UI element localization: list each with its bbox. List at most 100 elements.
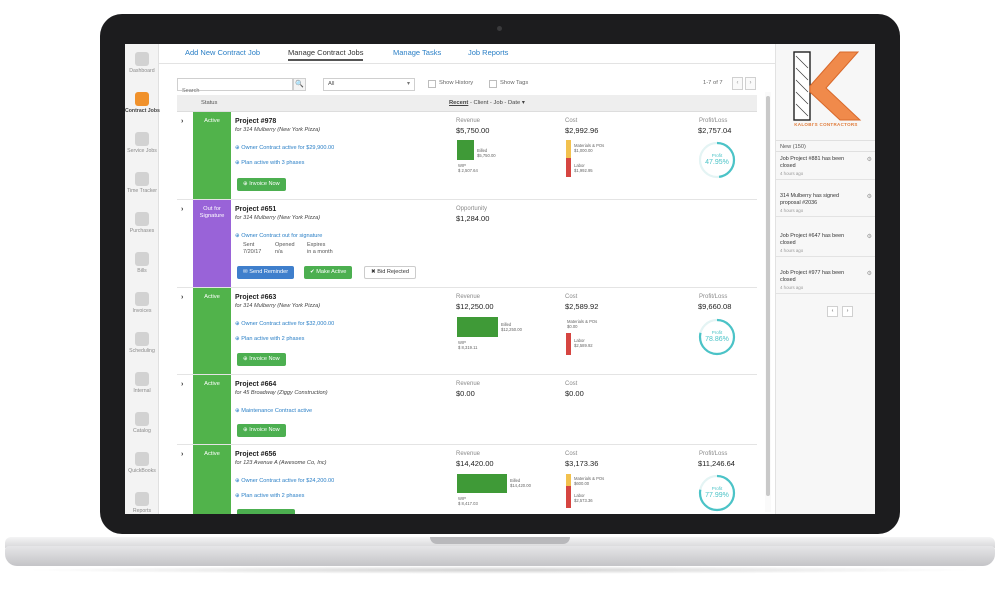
nav-time-tracker[interactable]: Time Tracker (125, 168, 159, 208)
show-history-label: Show History (439, 80, 474, 86)
nav-service-jobs[interactable]: Service Jobs (125, 128, 159, 168)
expand-chevron-icon[interactable]: › (181, 118, 184, 125)
search-input[interactable] (178, 85, 278, 97)
nav-reports[interactable]: Reports (125, 488, 159, 514)
wip-value: $ 8,319.11 (458, 345, 478, 350)
invoice-now-button[interactable]: ⊕ Invoice Now (237, 178, 286, 191)
project-title[interactable]: Project #663 (235, 294, 277, 301)
top-tab-bar: Add New Contract Job Manage Contract Job… (159, 44, 775, 64)
status-badge: Active (193, 288, 231, 374)
job-row[interactable]: › Active Project #663 for 314 Mulberry (… (177, 288, 757, 375)
plan-link[interactable]: ⊕ Plan active with 2 phases (235, 336, 305, 342)
tab-manage-contract-jobs[interactable]: Manage Contract Jobs (288, 48, 364, 61)
cost-value: $0.00 (565, 389, 584, 398)
feed-time: 4 hours ago (780, 285, 804, 290)
billed-mini: Billed $12,250.00 (501, 322, 522, 332)
nav-contract-jobs[interactable]: Contract Jobs (125, 88, 160, 128)
profit-loss-value: $2,757.04 (698, 126, 732, 135)
project-title[interactable]: Project #664 (235, 381, 277, 388)
labor-label: Labor (574, 493, 585, 498)
job-row[interactable]: › Active Project #664 for 45 Broadway (Z… (177, 375, 757, 445)
owner-contract-link[interactable]: ⊕ Owner Contract active for $32,000.00 (235, 321, 335, 327)
labor-bar (566, 333, 571, 355)
wip-label: WIP (458, 163, 466, 168)
status-badge: Active (193, 112, 231, 199)
feed-item[interactable]: 314 Mulberry has signed proposal #2036 4… (776, 190, 875, 217)
feed-next-button[interactable]: › (842, 306, 853, 317)
show-history-checkbox[interactable] (428, 80, 436, 88)
pager-next-button[interactable]: › (745, 77, 756, 90)
tab-job-reports[interactable]: Job Reports (468, 48, 509, 57)
nav-quickbooks[interactable]: QuickBooks (125, 448, 159, 488)
feed-item[interactable]: Job Project #881 has been closed 4 hours… (776, 153, 875, 180)
owner-contract-link[interactable]: ⊕ Owner Contract out for signature (235, 233, 323, 239)
project-title[interactable]: Project #656 (235, 451, 277, 458)
job-row[interactable]: › Active Project #978 for 314 Mulberry (… (177, 112, 757, 200)
make-active-button[interactable]: ✔ Make Active (304, 266, 353, 279)
nav-purchases[interactable]: Purchases (125, 208, 159, 248)
project-title[interactable]: Project #978 (235, 118, 277, 125)
nav-internal[interactable]: Internal (125, 368, 159, 408)
nav-catalog[interactable]: Catalog (125, 408, 159, 448)
gear-icon[interactable]: ⚙ (866, 234, 872, 240)
expand-chevron-icon[interactable]: › (181, 206, 184, 213)
project-title[interactable]: Project #651 (235, 206, 277, 213)
job-row[interactable]: › Active Project #656 for 123 Avenue A (… (177, 445, 757, 514)
invoice-now-button[interactable] (237, 509, 295, 514)
calendar-icon (135, 332, 149, 346)
owner-contract-link[interactable]: ⊕ Owner Contract active for $24,200.00 (235, 478, 335, 484)
sort-recent[interactable]: Recent (449, 100, 469, 106)
maintenance-contract-link[interactable]: ⊕ Maintenance Contract active (235, 408, 313, 414)
tab-add-new-contract-job[interactable]: Add New Contract Job (185, 48, 261, 57)
tab-manage-tasks[interactable]: Manage Tasks (393, 48, 442, 57)
feed-prev-button[interactable]: ‹ (827, 306, 838, 317)
plan-link[interactable]: ⊕ Plan active with 3 phases (235, 160, 305, 166)
cost-label: Cost (565, 451, 578, 457)
revenue-value: $12,250.00 (456, 302, 494, 311)
gear-icon[interactable]: ⚙ (866, 194, 872, 200)
expand-chevron-icon[interactable]: › (181, 294, 184, 301)
feed-item[interactable]: Job Project #977 has been closed 4 hours… (776, 267, 875, 294)
nav-invoices[interactable]: Invoices (125, 288, 159, 328)
feed-item[interactable]: Job Project #647 has been closed 4 hours… (776, 230, 875, 257)
left-nav: Dashboard Contract Jobs Service Jobs Tim… (125, 44, 160, 514)
bid-rejected-button[interactable]: ✖ Bid Rejected (364, 266, 416, 279)
profit-ring-arc (698, 318, 736, 356)
cost-label: Cost (565, 294, 578, 300)
nav-bills[interactable]: Bills (125, 248, 159, 288)
send-reminder-button[interactable]: ✉ Send Reminder (237, 266, 295, 279)
project-client: for 314 Mulberry (New York Pizza) (235, 215, 321, 221)
feed-time: 4 hours ago (780, 248, 804, 253)
gear-icon[interactable]: ⚙ (866, 271, 872, 277)
revenue-label: Revenue (456, 381, 481, 387)
labor-value: $2,589.92 (574, 343, 593, 348)
show-tags-checkbox[interactable] (489, 80, 497, 88)
expand-chevron-icon[interactable]: › (181, 381, 184, 388)
invoice-now-button[interactable]: ⊕ Invoice Now (237, 424, 286, 437)
sort-selector[interactable]: Recent - Client - Job - Date ▾ (449, 100, 525, 106)
feed-text: Job Project #647 has been closed (780, 233, 845, 246)
plan-link[interactable]: ⊕ Plan active with 2 phases (235, 493, 305, 499)
filter-select[interactable]: All ▾ (323, 78, 415, 91)
gear-icon[interactable]: ⚙ (866, 157, 872, 163)
wip-mini: WIP $ 8,417.03 (458, 496, 478, 506)
profit-loss-label: Profit/Loss (699, 451, 728, 457)
cost-label: Cost (565, 381, 578, 387)
scrollbar-thumb[interactable] (766, 96, 770, 496)
job-row[interactable]: › Out for Signature Project #651 for 314… (177, 200, 757, 288)
expand-chevron-icon[interactable]: › (181, 451, 184, 458)
invoice-now-button[interactable]: ⊕ Invoice Now (237, 353, 286, 366)
labor-bar (566, 486, 571, 508)
labor-bar (566, 158, 571, 177)
show-tags-label: Show Tags (500, 80, 529, 86)
profit-ring-label: Profit (712, 486, 723, 491)
bills-icon (135, 252, 149, 266)
owner-contract-link[interactable]: ⊕ Owner Contract active for $29,900.00 (235, 145, 335, 151)
pager-prev-button[interactable]: ‹ (732, 77, 743, 90)
nav-scheduling[interactable]: Scheduling (125, 328, 159, 368)
nav-dashboard[interactable]: Dashboard (125, 48, 159, 88)
search-button[interactable]: 🔍 (293, 78, 306, 91)
invoices-icon (135, 292, 149, 306)
profit-ring-arc (698, 141, 736, 179)
billed-label: Billed (510, 478, 521, 483)
